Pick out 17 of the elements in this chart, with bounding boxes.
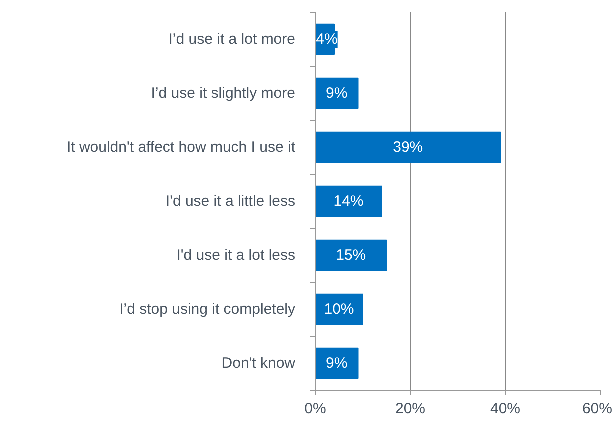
y-tick-label: I’d use it a lot more (168, 31, 296, 48)
data-label: 9% (326, 85, 348, 102)
y-tick-label: Don't know (222, 355, 296, 372)
y-tick-label: I’d use it slightly more (151, 85, 296, 102)
x-tick-label: 60% (582, 400, 612, 418)
data-label: 39% (393, 139, 424, 156)
x-tick-label: 40% (490, 400, 521, 418)
x-tick-label: 20% (395, 400, 426, 418)
x-tick-label: 0% (304, 400, 326, 418)
data-label: 14% (334, 193, 364, 210)
y-tick-label: I'd use it a lot less (176, 247, 296, 264)
data-label: 9% (326, 355, 348, 372)
y-tick-label: I’d stop using it completely (120, 301, 296, 318)
data-label: 10% (324, 301, 354, 318)
y-tick-label: I'd use it a little less (166, 193, 296, 210)
data-label: 15% (336, 247, 366, 264)
y-tick-label: It wouldn't affect how much I use it (66, 139, 296, 156)
